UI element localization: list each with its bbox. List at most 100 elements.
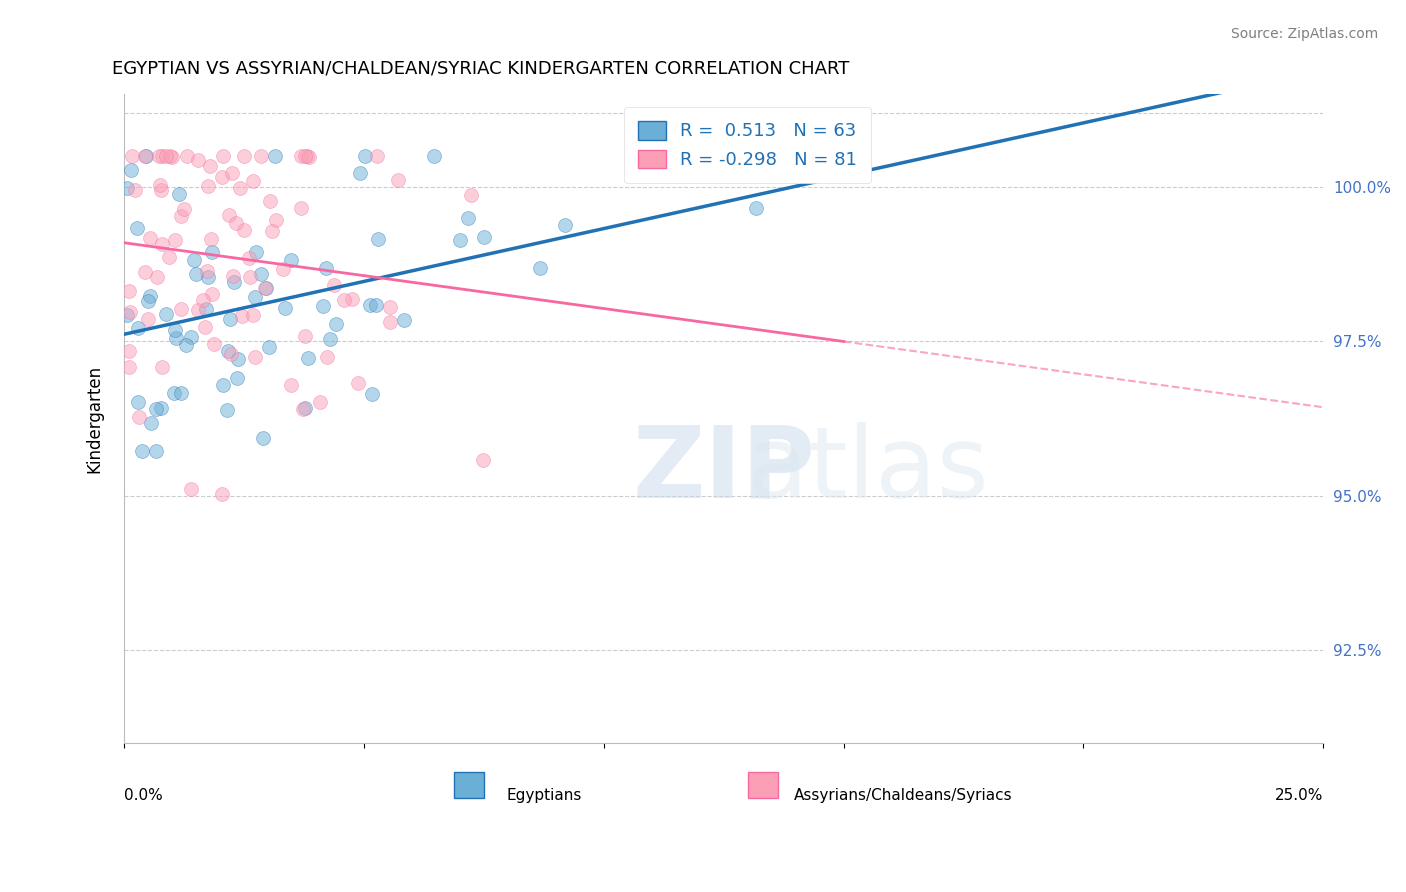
Point <box>294 328 316 343</box>
Point <box>225 216 247 230</box>
Point <box>332 293 354 307</box>
Point <box>298 150 321 164</box>
Point <box>297 351 319 365</box>
Point <box>157 250 180 264</box>
Point <box>183 252 205 267</box>
Point <box>212 378 235 392</box>
Point <box>224 276 246 290</box>
Point <box>242 174 264 188</box>
Point <box>200 232 222 246</box>
Point <box>148 149 170 163</box>
Point <box>364 298 387 312</box>
Point <box>180 482 202 496</box>
Point <box>360 387 382 401</box>
Point <box>325 317 347 331</box>
Point <box>187 153 209 167</box>
Point <box>217 403 239 417</box>
Point <box>176 338 198 352</box>
Point <box>222 268 245 283</box>
Point <box>292 402 315 417</box>
Point <box>170 386 193 401</box>
Point <box>118 360 141 375</box>
Point <box>392 313 415 327</box>
Point <box>243 351 266 365</box>
Point <box>149 184 172 198</box>
Point <box>349 166 371 180</box>
Point <box>308 394 330 409</box>
Point <box>312 299 335 313</box>
Point <box>150 359 173 374</box>
Point <box>197 269 219 284</box>
Point <box>226 352 249 367</box>
Point <box>232 149 254 163</box>
Point <box>134 265 156 279</box>
Point <box>367 232 389 246</box>
Point <box>149 401 172 415</box>
Point <box>242 308 264 322</box>
Point <box>322 277 344 292</box>
Point <box>238 252 260 266</box>
Point <box>387 173 409 187</box>
Point <box>316 350 339 364</box>
Point <box>264 149 287 163</box>
Point <box>136 294 159 309</box>
Point <box>254 281 277 295</box>
Point <box>163 386 186 401</box>
Point <box>163 323 186 337</box>
Point <box>257 340 280 354</box>
Point <box>184 267 207 281</box>
Text: ZIP: ZIP <box>633 422 815 519</box>
Point <box>139 289 162 303</box>
Point <box>165 331 187 345</box>
Point <box>231 309 253 323</box>
Point <box>187 303 209 318</box>
Point <box>139 416 162 430</box>
Point <box>254 281 277 295</box>
Text: Egyptians: Egyptians <box>506 788 582 803</box>
Point <box>380 315 402 329</box>
Point <box>245 244 267 259</box>
Point <box>146 269 169 284</box>
Point <box>170 209 193 223</box>
Legend: R =  0.513   N = 63, R = -0.298   N = 81: R = 0.513 N = 63, R = -0.298 N = 81 <box>624 107 872 184</box>
Point <box>229 180 252 194</box>
Point <box>201 244 224 259</box>
Point <box>202 336 225 351</box>
Text: 25.0%: 25.0% <box>1275 788 1323 803</box>
Point <box>280 253 302 268</box>
Point <box>359 297 381 311</box>
Point <box>472 230 495 244</box>
Point <box>221 166 243 180</box>
FancyBboxPatch shape <box>454 772 484 797</box>
Point <box>115 181 138 195</box>
Point <box>195 302 218 317</box>
Point <box>219 347 242 361</box>
Point <box>176 149 198 163</box>
Point <box>201 287 224 301</box>
Point <box>195 264 218 278</box>
Point <box>211 487 233 501</box>
Point <box>131 444 153 458</box>
Point <box>127 321 149 335</box>
Point <box>211 169 233 184</box>
Point <box>170 302 193 317</box>
Point <box>194 320 217 334</box>
Point <box>217 343 239 358</box>
Point <box>124 183 146 197</box>
Point <box>745 201 768 215</box>
Point <box>252 431 274 445</box>
Point <box>219 312 242 326</box>
Y-axis label: Kindergarten: Kindergarten <box>86 365 103 473</box>
Point <box>115 308 138 322</box>
Point <box>271 262 294 277</box>
Point <box>150 237 173 252</box>
Point <box>274 301 297 315</box>
Point <box>239 269 262 284</box>
Point <box>145 402 167 417</box>
Point <box>191 293 214 307</box>
Point <box>460 187 482 202</box>
Point <box>198 159 221 173</box>
Point <box>134 149 156 163</box>
Point <box>225 370 247 384</box>
Point <box>290 149 312 163</box>
